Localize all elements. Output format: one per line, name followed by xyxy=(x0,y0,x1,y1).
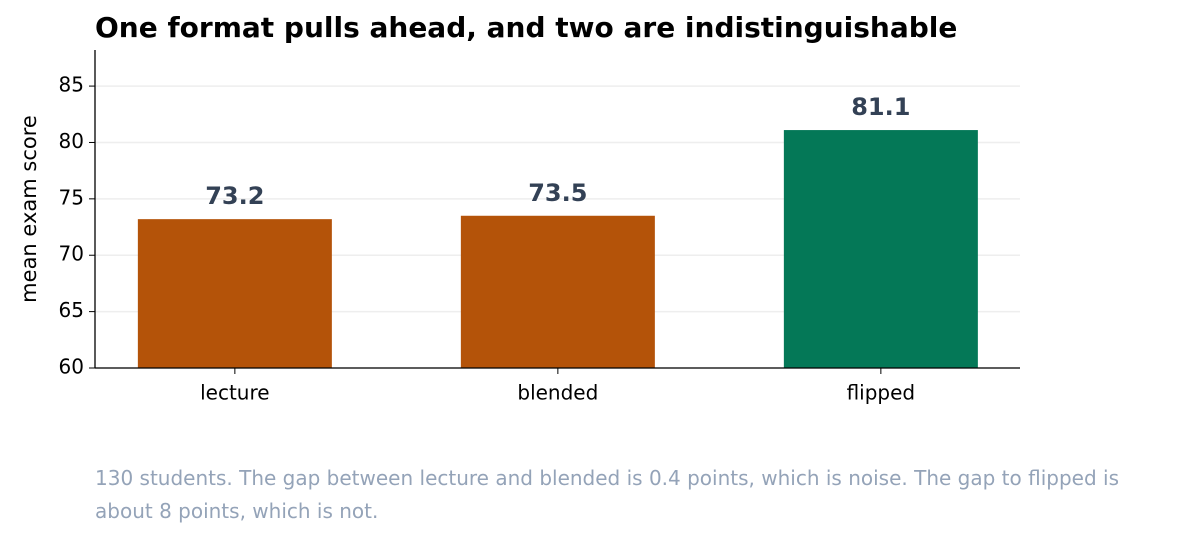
y-axis-label: mean exam score xyxy=(17,115,41,303)
bar xyxy=(783,130,978,368)
y-tick-label: 75 xyxy=(59,185,84,209)
y-tick-label: 85 xyxy=(59,73,84,97)
y-tick-label: 65 xyxy=(59,298,84,322)
bar xyxy=(460,215,655,368)
value-label: 81.1 xyxy=(851,93,910,121)
x-tick-label: flipped xyxy=(847,381,916,405)
x-tick-label: lecture xyxy=(200,381,269,405)
y-tick-label: 70 xyxy=(59,242,84,266)
y-tick-label: 60 xyxy=(59,355,84,379)
x-tick-label: blended xyxy=(517,381,598,405)
note: 130 students. The gap between lecture an… xyxy=(95,466,1119,523)
bar xyxy=(137,219,332,368)
value-label: 73.2 xyxy=(205,182,264,210)
y-tick-label: 80 xyxy=(59,129,84,153)
value-label: 73.5 xyxy=(528,179,587,207)
chart-title: One format pulls ahead, and two are indi… xyxy=(95,11,957,44)
